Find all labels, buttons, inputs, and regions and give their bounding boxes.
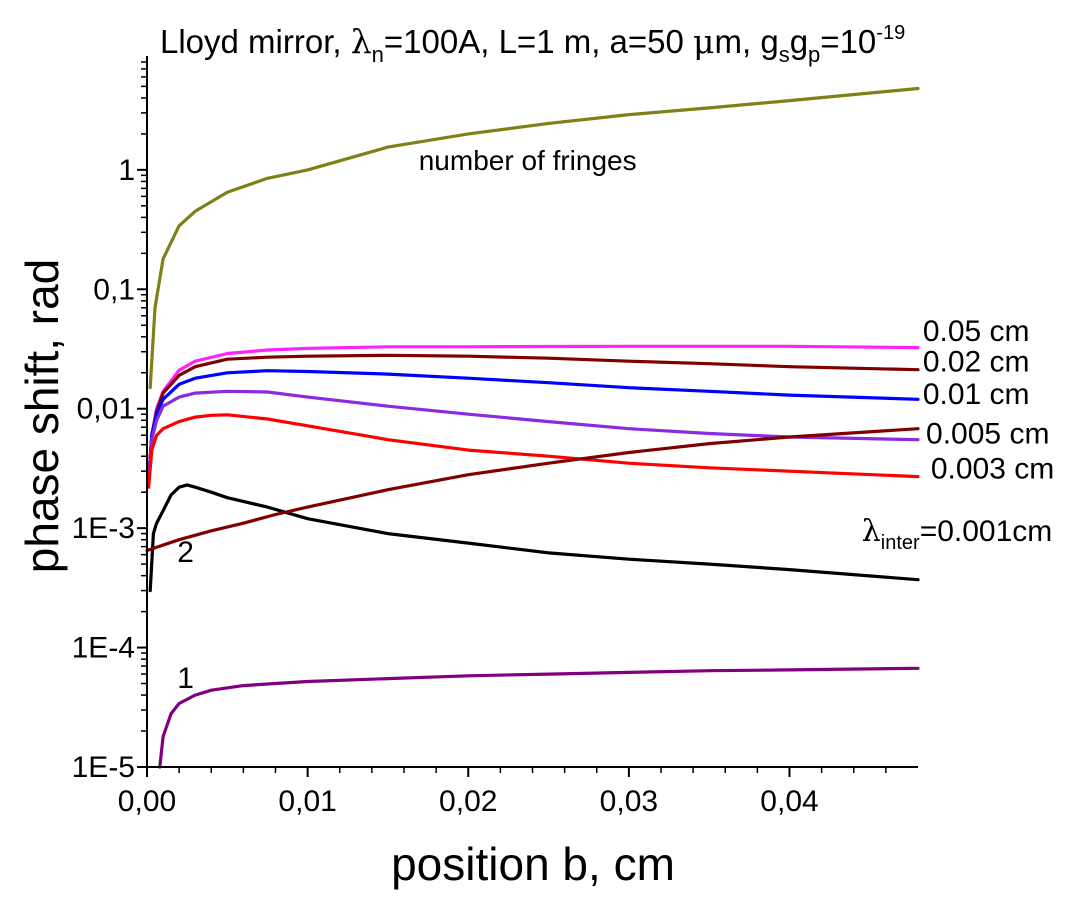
y-tick-label: 0,01 <box>77 393 135 426</box>
title-part: =100A, L=1 m, a=50 <box>384 23 693 60</box>
title-part: n <box>372 42 384 67</box>
chart-title: Lloyd mirror, λn=100A, L=1 m, a=50 μm, g… <box>160 22 905 67</box>
ticks: 0,00 0,01 0,02 0,03 0,04 1E-5 1E-4 1E-3 0,01 0,1 1 <box>72 61 887 818</box>
lambda-subscript: inter <box>881 532 920 554</box>
title-part: p <box>808 42 820 67</box>
lambda-inter-label: λinter=0.001cm <box>862 514 1053 554</box>
y-tick-label: 1E-4 <box>72 632 135 665</box>
curve-label: number of fringes <box>419 145 637 176</box>
title-part: -19 <box>876 22 905 44</box>
series-line-7 <box>148 483 920 593</box>
curve-label: 0.02 cm <box>923 345 1030 378</box>
y-tick-label: 0,1 <box>93 273 135 306</box>
x-tick-label: 0,03 <box>600 785 658 818</box>
y-axis-label: phase shift, rad <box>16 259 68 574</box>
series-line-5 <box>147 389 920 483</box>
x-tick-label: 0,04 <box>760 785 818 818</box>
lambda-value: =0.001cm <box>920 515 1053 548</box>
lambda-symbol: λ <box>862 514 881 549</box>
title-part: s <box>779 42 790 67</box>
y-tick-label: 1E-3 <box>72 512 135 545</box>
title-part: g <box>790 23 808 60</box>
annotations: 0.05 cm0.02 cm0.01 cm 0.005 cm0.003 cm num… <box>177 145 1054 695</box>
curve-label: 0.01 cm <box>923 378 1030 411</box>
x-tick-label: 0,02 <box>439 785 497 818</box>
y-tick-label: 1 <box>118 154 135 187</box>
curve-number-label: 2 <box>177 536 194 569</box>
title-part: =10 <box>820 23 876 60</box>
title-part: Lloyd mirror, <box>160 23 351 60</box>
curve-label: 0.05 cm <box>923 315 1030 348</box>
title-part: m, g <box>715 23 779 60</box>
curve-label: 0.003 cm <box>931 453 1054 486</box>
x-axis-label: position b, cm <box>391 838 675 890</box>
series-line-9 <box>158 666 920 769</box>
title-part: μ <box>693 22 714 61</box>
title-part: λ <box>351 22 372 61</box>
curve-number-label: 1 <box>177 662 194 695</box>
y-tick-label: 1E-5 <box>72 751 135 784</box>
series-line-8 <box>145 427 920 553</box>
series-line-4 <box>147 369 920 483</box>
series-line-1 <box>148 86 920 390</box>
x-tick-label: 0,00 <box>118 785 176 818</box>
x-tick-label: 0,01 <box>278 785 336 818</box>
series-line-3 <box>147 353 920 483</box>
series-line-6 <box>147 413 920 489</box>
curve-label: 0.005 cm <box>926 418 1049 451</box>
series-group <box>145 86 920 769</box>
